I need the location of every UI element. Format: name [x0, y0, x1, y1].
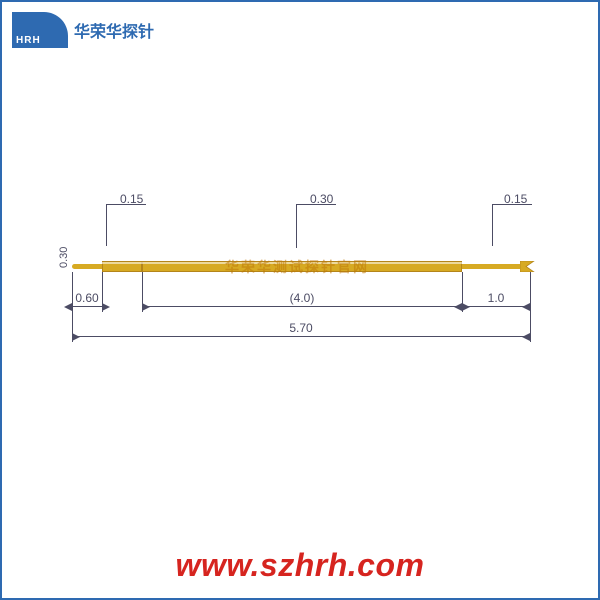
logo-mark: [12, 12, 68, 48]
arrow-left-1: [64, 303, 72, 311]
arrow-rear-l: [462, 303, 470, 311]
probe-watermark: 华荣华测试探针官网: [152, 257, 442, 277]
dim-bar-total: 5.70: [72, 336, 530, 337]
arrow-body-l: [142, 303, 150, 311]
probe-tail-notch: [520, 261, 536, 272]
brand-logo: 华荣华探针: [12, 12, 154, 48]
arrow-body-r: [454, 303, 462, 311]
probe-tip-left: [72, 264, 102, 269]
arrow-rear-r: [522, 303, 530, 311]
probe-body-rear: [462, 264, 522, 269]
dim-bar-tip-left: 0.60: [72, 306, 102, 307]
dim-length-body: (4.0): [290, 291, 315, 305]
leader-rear-dia: [492, 204, 493, 246]
ext-line-4: [530, 272, 531, 342]
leader-tip-left: [106, 204, 107, 246]
leader-tip-left-h: [106, 204, 146, 205]
dim-length-total: 5.70: [289, 321, 312, 335]
dim-bar-rear: 1.0: [462, 306, 530, 307]
probe-diagram: 0.15 0.30 0.15 0.30 华荣华测试探针官网: [72, 232, 532, 322]
leader-body-dia: [296, 204, 297, 248]
dim-length-rear: 1.0: [488, 291, 505, 305]
ext-line-0: [72, 272, 73, 342]
dim-bar-body: (4.0): [142, 306, 462, 307]
dim-front-diameter: 0.30: [58, 247, 70, 268]
arrow-right-1: [102, 303, 110, 311]
leader-body-dia-h: [296, 204, 336, 205]
arrow-total-r: [522, 333, 530, 341]
leader-rear-dia-h: [492, 204, 532, 205]
arrow-total-l: [72, 333, 80, 341]
dim-length-tip-left: 0.60: [75, 291, 98, 305]
footer-url: www.szhrh.com: [2, 547, 598, 584]
brand-name: 华荣华探针: [74, 18, 154, 42]
